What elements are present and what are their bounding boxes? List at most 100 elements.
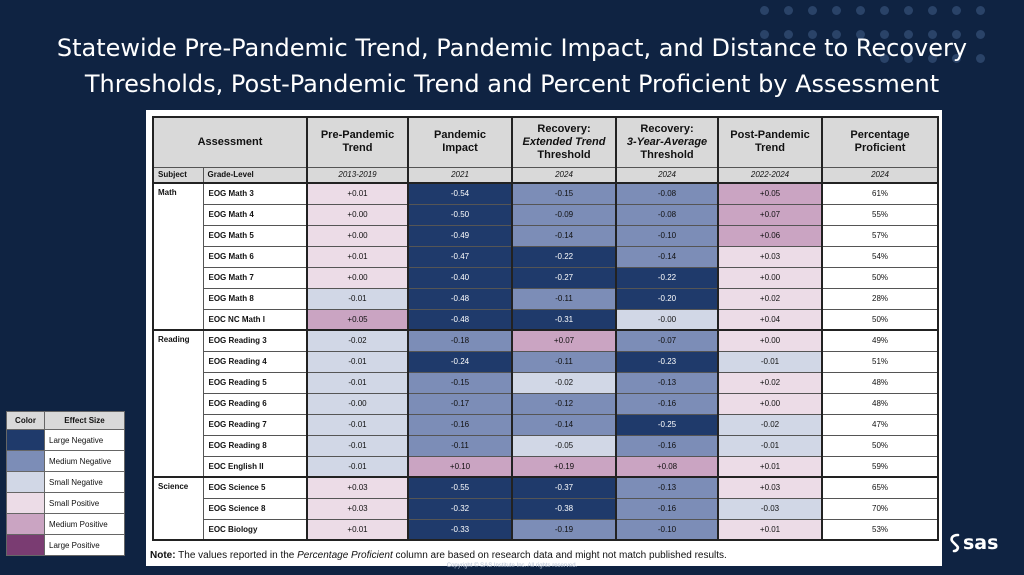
effect-value-cell: +0.03 bbox=[306, 497, 410, 520]
col-header-3yr-average: Recovery: 3-Year-Average Threshold bbox=[615, 116, 720, 168]
effect-value-cell: -0.14 bbox=[511, 413, 618, 436]
effect-value-cell: -0.01 bbox=[306, 350, 410, 373]
effect-size-legend: Color Effect Size Large Negative Medium N… bbox=[6, 411, 125, 556]
percent-proficient-cell: 65% bbox=[821, 476, 939, 499]
legend-swatch bbox=[6, 492, 45, 514]
table-body: Math EOG Math 3 +0.01 -0.54 -0.15 -0.08 +0.05 6… bbox=[152, 182, 939, 541]
table-row: EOG Reading 4 -0.01 -0.24 -0.11 -0.23 -0.01 51… bbox=[153, 350, 939, 373]
year-percent-proficient: 2024 bbox=[821, 166, 940, 184]
grade-cell: EOG Math 4 bbox=[202, 203, 309, 226]
percent-proficient-cell: 48% bbox=[821, 371, 939, 394]
percent-proficient-cell: 47% bbox=[821, 413, 939, 436]
effect-value-cell: -0.33 bbox=[407, 518, 514, 541]
legend-swatch bbox=[6, 471, 45, 493]
decorative-dot bbox=[808, 30, 817, 39]
grade-cell: EOG Science 8 bbox=[202, 497, 309, 520]
grade-cell: EOG Math 8 bbox=[202, 287, 309, 310]
grade-cell: EOG Reading 7 bbox=[202, 413, 309, 436]
effect-value-cell: -0.01 bbox=[717, 350, 824, 373]
effect-value-cell: -0.10 bbox=[615, 518, 720, 541]
effect-value-cell: -0.22 bbox=[615, 266, 720, 289]
col-header-post-pandemic: Post-Pandemic Trend bbox=[717, 116, 824, 168]
subheader-row: Subject Grade-Level 2013-2019 2021 2024 … bbox=[152, 166, 940, 184]
table-row: EOG Math 5 +0.00 -0.49 -0.14 -0.10 +0.06 57% bbox=[153, 224, 939, 247]
year-pre-pandemic: 2013-2019 bbox=[306, 166, 410, 184]
percent-proficient-cell: 59% bbox=[821, 455, 939, 478]
legend-label: Small Negative bbox=[44, 471, 125, 493]
grade-cell: EOG Math 6 bbox=[202, 245, 309, 268]
legend-item: Large Positive bbox=[6, 534, 125, 556]
decorative-dot bbox=[928, 6, 937, 15]
table-row: EOC English II -0.01 +0.10 +0.19 +0.08 +0.01 5… bbox=[153, 455, 939, 478]
percent-proficient-cell: 54% bbox=[821, 245, 939, 268]
effect-value-cell: -0.12 bbox=[511, 392, 618, 415]
header-row: Assessment Pre-Pandemic Trend Pandemic Imp… bbox=[151, 116, 940, 168]
effect-value-cell: -0.23 bbox=[615, 350, 720, 373]
table-row: Math EOG Math 3 +0.01 -0.54 -0.15 -0.08 +0.05 6… bbox=[152, 182, 939, 331]
effect-value-cell: -0.32 bbox=[407, 497, 514, 520]
decorative-dot bbox=[760, 30, 769, 39]
effect-value-cell: +0.00 bbox=[717, 329, 824, 352]
effect-value-cell: -0.01 bbox=[306, 434, 410, 457]
effect-value-cell: -0.11 bbox=[511, 287, 618, 310]
effect-value-cell: +0.00 bbox=[717, 266, 824, 289]
percent-proficient-cell: 55% bbox=[821, 203, 939, 226]
effect-value-cell: +0.02 bbox=[717, 287, 824, 310]
col-header-pandemic-impact: Pandemic Impact bbox=[407, 116, 514, 168]
grade-cell: EOG Math 7 bbox=[202, 266, 309, 289]
subject-cell: Science bbox=[152, 476, 204, 541]
effect-value-cell: -0.05 bbox=[511, 434, 618, 457]
effect-value-cell: -0.01 bbox=[306, 413, 410, 436]
note-text-before: The values reported in the bbox=[175, 550, 298, 561]
decorative-dot bbox=[952, 30, 961, 39]
subject-cell: Reading bbox=[152, 329, 204, 478]
decorative-dot bbox=[952, 6, 961, 15]
effect-value-cell: -0.55 bbox=[407, 476, 514, 499]
decorative-dot bbox=[904, 30, 913, 39]
decorative-dot bbox=[904, 6, 913, 15]
effect-value-cell: +0.19 bbox=[511, 455, 618, 478]
percent-proficient-cell: 49% bbox=[821, 329, 939, 352]
grade-cell: EOG Science 5 bbox=[202, 476, 309, 499]
decorative-dot bbox=[808, 6, 817, 15]
percent-proficient-cell: 48% bbox=[821, 392, 939, 415]
decorative-dot bbox=[856, 30, 865, 39]
grade-cell: EOC English II bbox=[202, 455, 309, 478]
percent-proficient-cell: 57% bbox=[821, 224, 939, 247]
decorative-dot bbox=[760, 6, 769, 15]
grade-cell: EOC Biology bbox=[202, 518, 309, 541]
effect-value-cell: -0.37 bbox=[511, 476, 618, 499]
table-row: EOG Math 4 +0.00 -0.50 -0.09 -0.08 +0.07 55% bbox=[153, 203, 939, 226]
decorative-dot bbox=[976, 30, 985, 39]
effect-value-cell: -0.11 bbox=[511, 350, 618, 373]
grade-cell: EOC NC Math I bbox=[202, 308, 309, 331]
grade-cell: EOG Reading 8 bbox=[202, 434, 309, 457]
legend-label: Large Positive bbox=[44, 534, 125, 556]
decorative-dot bbox=[928, 30, 937, 39]
percent-proficient-cell: 50% bbox=[821, 308, 939, 331]
subject-cell: Math bbox=[152, 182, 204, 331]
effect-value-cell: +0.00 bbox=[306, 203, 410, 226]
effect-value-cell: +0.01 bbox=[717, 518, 824, 541]
decorative-dot bbox=[976, 6, 985, 15]
sas-logo-text: sas bbox=[963, 532, 999, 554]
sas-logo: sas bbox=[948, 532, 998, 554]
table-row: EOG Math 6 +0.01 -0.47 -0.22 -0.14 +0.03 54% bbox=[153, 245, 939, 268]
table-panel: Assessment Pre-Pandemic Trend Pandemic Imp… bbox=[146, 110, 942, 566]
effect-value-cell: +0.10 bbox=[407, 455, 514, 478]
copyright: Copyright © SAS Institute Inc. All right… bbox=[446, 563, 578, 569]
effect-value-cell: -0.38 bbox=[511, 497, 618, 520]
grade-cell: EOG Math 5 bbox=[202, 224, 309, 247]
grade-header: Grade-Level bbox=[202, 166, 309, 184]
grade-cell: EOG Reading 3 bbox=[202, 329, 309, 352]
effect-value-cell: -0.09 bbox=[511, 203, 618, 226]
effect-value-cell: -0.02 bbox=[717, 413, 824, 436]
effect-value-cell: -0.24 bbox=[407, 350, 514, 373]
effect-value-cell: -0.13 bbox=[615, 476, 720, 499]
effect-value-cell: +0.00 bbox=[306, 224, 410, 247]
effect-value-cell: -0.16 bbox=[615, 434, 720, 457]
percent-proficient-cell: 51% bbox=[821, 350, 939, 373]
effect-value-cell: +0.01 bbox=[717, 455, 824, 478]
percent-proficient-cell: 28% bbox=[821, 287, 939, 310]
effect-value-cell: +0.07 bbox=[511, 329, 618, 352]
